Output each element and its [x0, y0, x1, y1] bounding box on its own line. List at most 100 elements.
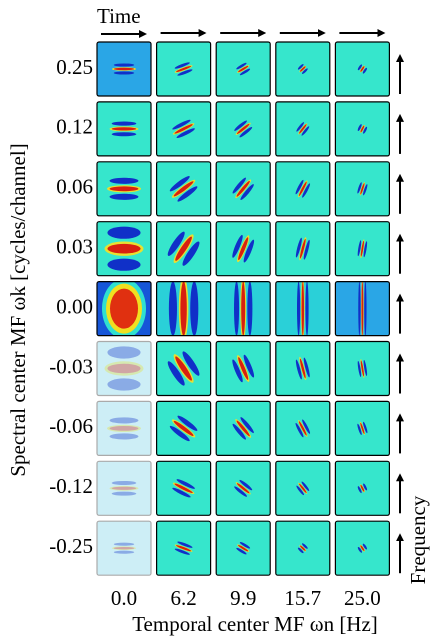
red-stripe [360, 125, 365, 133]
panel-bg [97, 401, 151, 456]
stripes [296, 122, 310, 136]
filter-pattern [357, 359, 368, 378]
blue-stripe [357, 361, 362, 377]
stripes [168, 281, 199, 336]
red-stripe [360, 240, 364, 257]
filter-pattern [357, 421, 368, 436]
filter-pattern [297, 543, 308, 554]
panel-border [215, 161, 271, 217]
filter-panel [156, 400, 212, 456]
filter-panel [334, 520, 390, 576]
panel-border [275, 41, 331, 97]
panel-border [215, 520, 271, 576]
stripes [357, 421, 368, 436]
red-stripe [109, 186, 139, 192]
red-stripe [236, 420, 250, 437]
blue-stripe [107, 346, 141, 359]
filter-pattern [296, 281, 309, 336]
stripes [357, 64, 368, 74]
red-stripe [238, 357, 249, 380]
panel-border [275, 340, 331, 397]
blue-stripe [174, 62, 190, 69]
blue-stripe [239, 541, 251, 549]
blue-stripe [176, 128, 195, 139]
blue-stripe [177, 69, 193, 76]
red-stripe [360, 183, 365, 195]
red-stripe [107, 243, 141, 254]
blue-stripe [236, 62, 247, 70]
panel-border [156, 41, 212, 97]
row-label: -0.06 [49, 414, 93, 438]
blue-stripe [111, 132, 137, 137]
row-label: 0.06 [56, 175, 93, 199]
blue-stripe [305, 281, 309, 336]
filter-panel [275, 460, 331, 516]
panel-border [96, 340, 152, 397]
filter-panel [96, 281, 152, 337]
panel-border [275, 520, 331, 576]
frequency-label: Frequency [406, 495, 430, 584]
blue-stripe [357, 423, 362, 436]
filter-panel [334, 281, 390, 337]
panel-border [275, 101, 331, 157]
row-label: 0.12 [56, 115, 93, 139]
stripes [236, 541, 251, 555]
red-stripe [301, 281, 305, 336]
filter-panel [275, 520, 331, 576]
filter-panel [334, 41, 390, 97]
filter-panel [96, 520, 152, 576]
blue-stripe [240, 184, 254, 201]
blue-stripe [243, 354, 255, 378]
blue-stripe [113, 542, 135, 546]
blue-stripe [232, 234, 243, 258]
panel-border [215, 101, 271, 157]
filter-pattern [232, 234, 255, 263]
red-stripe [360, 422, 365, 435]
stripes [357, 124, 368, 134]
filter-panel [156, 161, 212, 217]
blue-stripe [303, 357, 310, 378]
blue-stripe [234, 120, 247, 131]
stripes [107, 417, 141, 440]
red-stripe [299, 238, 306, 259]
red-stripe [176, 545, 192, 552]
blue-stripe [243, 239, 255, 263]
panel-border [156, 340, 212, 397]
blue-stripe [169, 425, 190, 442]
stripes [172, 119, 195, 139]
filter-pattern [172, 479, 195, 498]
blue-stripe [297, 547, 304, 554]
red-stripe [299, 124, 307, 134]
blue-stripe [232, 177, 246, 194]
panel-border [215, 340, 271, 397]
panel-border [334, 281, 390, 337]
stripes [167, 351, 200, 386]
blue-stripe [113, 71, 135, 75]
filter-panel [215, 340, 271, 397]
blue-stripe [363, 126, 368, 134]
filter-panel [334, 400, 390, 456]
filter-panel [275, 161, 331, 217]
stripes [357, 359, 368, 378]
yellow-band [104, 361, 144, 376]
red-stripe [360, 66, 365, 72]
filter-pattern [102, 281, 146, 336]
filter-pattern [295, 179, 311, 198]
blue-stripe [176, 479, 195, 489]
stripes [167, 231, 200, 266]
blue-stripe [113, 550, 135, 554]
blue-stripe [358, 281, 361, 336]
blue-stripe [167, 361, 185, 386]
panel-border [215, 221, 271, 277]
filter-pattern [109, 121, 139, 137]
filter-panel [215, 400, 271, 456]
stripes [236, 62, 251, 76]
stripes [232, 234, 255, 263]
blue-stripe [177, 415, 198, 431]
blue-stripe [107, 226, 141, 239]
left-axis-title: Spectral center MF ωk [cycles/channel] [6, 143, 30, 476]
filter-panel [96, 221, 152, 277]
panel-border [156, 400, 212, 456]
filter-panel [275, 400, 331, 456]
panel-border [334, 221, 390, 277]
